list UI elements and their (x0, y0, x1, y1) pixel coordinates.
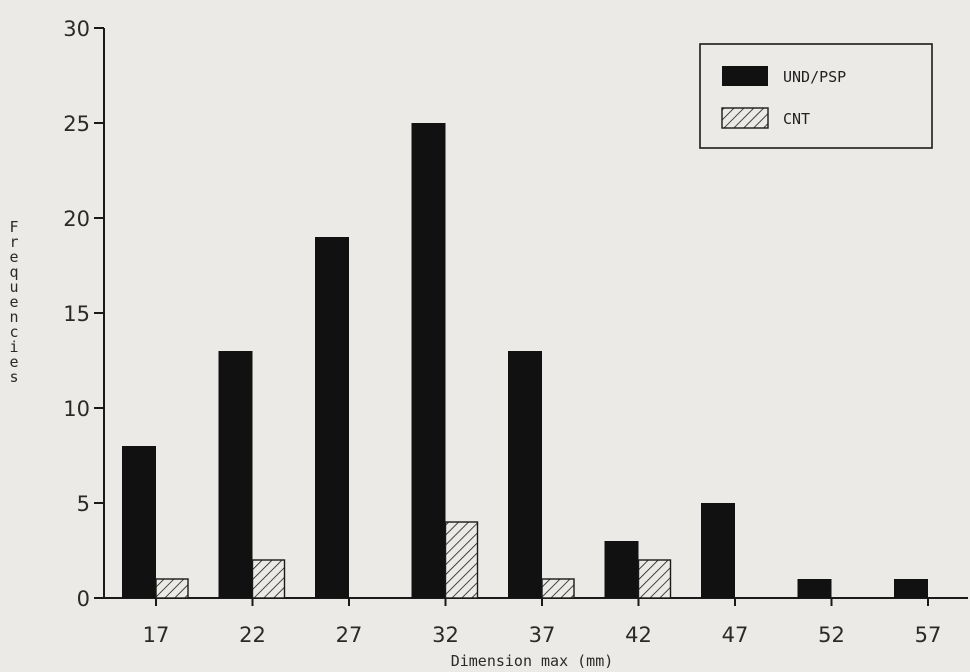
bar-cnt (251, 559, 286, 599)
y-axis-title-letter: s (9, 368, 18, 386)
y-axis-title-letter: F (9, 218, 18, 236)
bar-und-psp (411, 123, 446, 598)
x-ticks: 17 22 27 32 37 42 47 52 57 (143, 598, 942, 647)
y-axis-title-letter: r (9, 233, 18, 251)
y-tick-label: 0 (77, 587, 90, 611)
bar-cnt (637, 559, 672, 599)
y-tick-label: 5 (77, 492, 90, 516)
y-tick-label: 30 (63, 17, 90, 41)
legend-label-und-psp: UND/PSP (783, 68, 846, 86)
y-axis-title-letter: e (9, 353, 18, 371)
x-tick-label: 17 (143, 623, 170, 647)
bar-und-psp (122, 446, 156, 598)
legend-swatch-und-psp (722, 66, 768, 86)
legend-swatch-cnt (721, 107, 769, 129)
bar-und-psp (315, 237, 349, 598)
bar-cnt (155, 578, 189, 599)
legend-box (699, 43, 933, 149)
y-axis-title-letter: e (9, 248, 18, 266)
x-axis-title: Dimension max (mm) (451, 652, 614, 670)
y-tick-label: 20 (63, 207, 90, 231)
y-ticks: 0 5 10 15 20 25 30 (63, 17, 104, 611)
x-tick-label: 32 (432, 623, 459, 647)
x-tick-label: 57 (915, 623, 942, 647)
bar-cnt (444, 521, 479, 599)
y-axis-title-letter: c (9, 323, 18, 341)
y-tick-label: 15 (63, 302, 90, 326)
y-tick-label: 25 (63, 112, 90, 136)
x-tick-label: 27 (336, 623, 363, 647)
bar-cnt (541, 578, 575, 599)
x-tick-label: 52 (818, 623, 845, 647)
x-tick-label: 22 (239, 623, 266, 647)
legend: UND/PSP CNT (699, 43, 933, 149)
x-tick-label: 42 (625, 623, 652, 647)
y-axis-title-letter: q (9, 263, 18, 281)
y-tick-label: 10 (63, 397, 90, 421)
bar-und-psp (797, 579, 832, 598)
x-tick-label: 37 (529, 623, 556, 647)
y-axis-title-letter: i (9, 338, 18, 356)
bar-und-psp (218, 351, 253, 598)
bar-und-psp (894, 579, 928, 598)
bar-und-psp (701, 503, 735, 598)
bars (122, 123, 928, 599)
y-axis-title-letter: u (9, 278, 18, 296)
y-axis-title-letter: n (9, 308, 18, 326)
legend-label-cnt: CNT (783, 110, 810, 128)
y-axis-title-letter: e (9, 293, 18, 311)
bar-und-psp (604, 541, 639, 598)
x-tick-label: 47 (722, 623, 749, 647)
bar-und-psp (508, 351, 542, 598)
